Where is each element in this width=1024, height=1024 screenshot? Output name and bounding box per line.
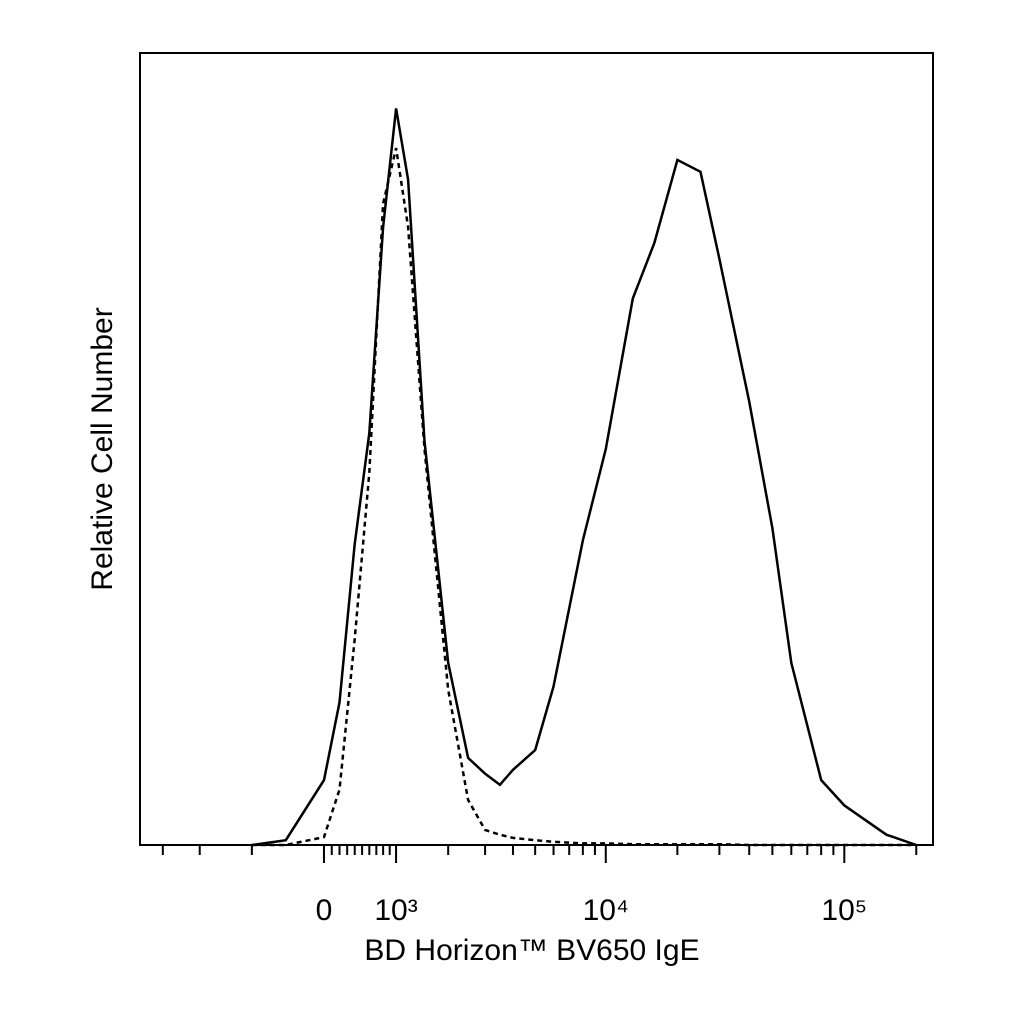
histogram-line: [251, 147, 917, 847]
x-tick-label: 10⁴: [583, 894, 629, 927]
x-tick-label: 10⁵: [821, 894, 867, 927]
x-tick-label: 10³: [374, 894, 417, 927]
y-axis-label: Relative Cell Number: [86, 307, 119, 590]
x-tick-label: 0: [316, 894, 333, 927]
histogram-line: [251, 108, 917, 847]
plot-frame: [139, 52, 934, 846]
x-axis-label: BD Horizon™ BV650 IgE: [364, 934, 699, 967]
